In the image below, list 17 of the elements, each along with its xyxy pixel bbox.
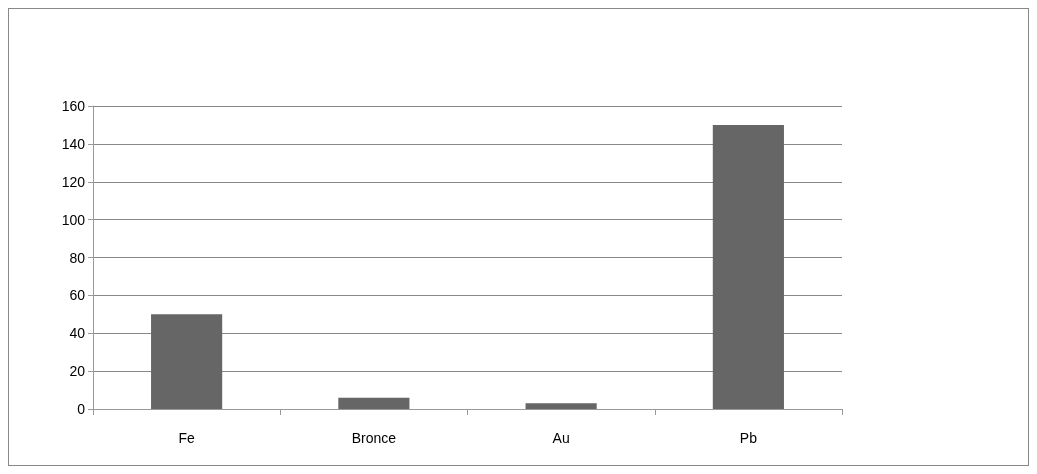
x-tick-label: Fe bbox=[178, 430, 195, 446]
bar bbox=[525, 403, 597, 409]
y-tick-label: 120 bbox=[61, 173, 86, 190]
x-tick-label: Pb bbox=[739, 430, 758, 446]
y-tick-label: 0 bbox=[77, 401, 86, 417]
bar bbox=[338, 397, 410, 409]
x-tick-label: Bronce bbox=[351, 430, 397, 446]
x-tick-label: Au bbox=[552, 430, 570, 446]
bar bbox=[151, 314, 223, 409]
y-tick-label: 40 bbox=[69, 325, 86, 342]
y-tick-label: 100 bbox=[61, 211, 86, 228]
y-tick-label: 80 bbox=[69, 249, 86, 266]
y-tick-label: 20 bbox=[69, 363, 86, 380]
y-tick-label: 60 bbox=[69, 287, 86, 304]
y-tick-label: 160 bbox=[61, 98, 86, 114]
y-tick-label: 140 bbox=[61, 135, 86, 152]
bar bbox=[712, 124, 784, 409]
